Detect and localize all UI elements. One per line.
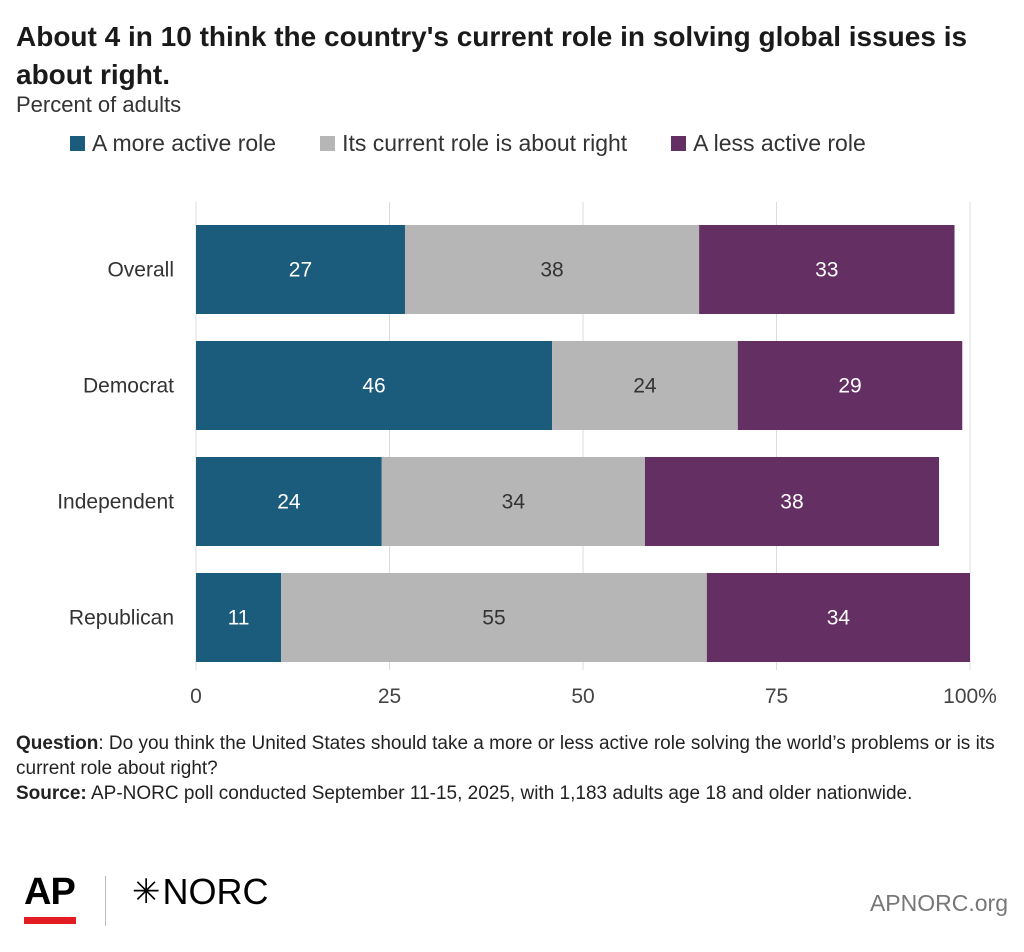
data-label: 55 bbox=[482, 607, 505, 630]
source-note: Source: AP-NORC poll conducted September… bbox=[16, 781, 1011, 806]
source-label: Source: bbox=[16, 783, 87, 804]
bar-segment bbox=[281, 573, 707, 662]
norc-logo: ✳ NORC bbox=[132, 872, 269, 912]
legend-label-less-active: A less active role bbox=[693, 130, 866, 156]
data-label: 38 bbox=[780, 491, 803, 514]
data-label: 27 bbox=[289, 259, 312, 282]
logo-divider bbox=[105, 876, 106, 926]
data-label: 29 bbox=[838, 375, 861, 398]
data-label: 24 bbox=[633, 375, 657, 398]
question-text: : Do you think the United States should … bbox=[16, 733, 995, 779]
bar-segment bbox=[196, 573, 282, 662]
legend-label-more-active: A more active role bbox=[92, 130, 277, 156]
legend-item-less-active: A less active role bbox=[671, 130, 866, 157]
category-label: Independent bbox=[57, 491, 174, 514]
site-url: APNORC.org bbox=[869, 890, 1008, 916]
x-tick-label: 50 bbox=[571, 685, 594, 708]
bar-segment bbox=[381, 457, 645, 546]
x-tick-label: 25 bbox=[378, 685, 401, 708]
legend-swatch-more-active bbox=[70, 136, 85, 151]
category-label: Democrat bbox=[83, 375, 174, 398]
source-text: AP-NORC poll conducted September 11-15, … bbox=[86, 783, 913, 804]
bar-segment bbox=[699, 225, 955, 314]
bar-segment bbox=[196, 457, 382, 546]
legend: A more active role Its current role is a… bbox=[70, 130, 910, 157]
data-label: 38 bbox=[540, 259, 563, 282]
legend-swatch-less-active bbox=[671, 136, 687, 151]
chart-notes: Question: Do you think the United States… bbox=[16, 731, 1011, 806]
bar-segment bbox=[644, 457, 940, 546]
norc-star-icon: ✳ bbox=[132, 873, 161, 911]
legend-item-more-active: A more active role bbox=[70, 130, 276, 157]
question-label: Question bbox=[16, 733, 99, 754]
bar-segment bbox=[196, 225, 405, 314]
data-label: 33 bbox=[815, 259, 838, 282]
data-label: 34 bbox=[502, 491, 526, 514]
bar-segment bbox=[196, 341, 553, 430]
x-tick-label: 75 bbox=[765, 685, 788, 708]
bar-segment bbox=[737, 341, 963, 430]
norc-logo-text: NORC bbox=[162, 871, 269, 912]
ap-logo-underline bbox=[24, 917, 76, 924]
bar-segment bbox=[404, 225, 700, 314]
category-label: Republican bbox=[69, 607, 174, 630]
bar-segment bbox=[552, 341, 738, 430]
legend-item-about-right: Its current role is about right bbox=[320, 130, 627, 157]
chart-title: About 4 in 10 think the country's curren… bbox=[16, 21, 968, 90]
ap-logo: AP bbox=[24, 871, 76, 913]
data-label: 24 bbox=[277, 491, 301, 514]
category-label: Overall bbox=[107, 259, 174, 282]
legend-label-about-right: Its current role is about right bbox=[342, 130, 628, 156]
chart-subtitle: Percent of adults bbox=[16, 92, 182, 117]
stacked-bar-chart: 0 25 50 75 100% Overall 27 38 33 Democrat 46 24 29 In… bbox=[57, 202, 997, 708]
bar-segment bbox=[706, 573, 970, 662]
data-label: 11 bbox=[228, 607, 250, 630]
data-label: 46 bbox=[362, 375, 385, 398]
question-note: Question: Do you think the United States… bbox=[16, 731, 1011, 781]
data-label: 34 bbox=[827, 607, 851, 630]
x-tick-label: 100% bbox=[943, 685, 997, 708]
legend-swatch-about-right bbox=[320, 136, 336, 151]
x-tick-label: 0 bbox=[190, 685, 202, 708]
